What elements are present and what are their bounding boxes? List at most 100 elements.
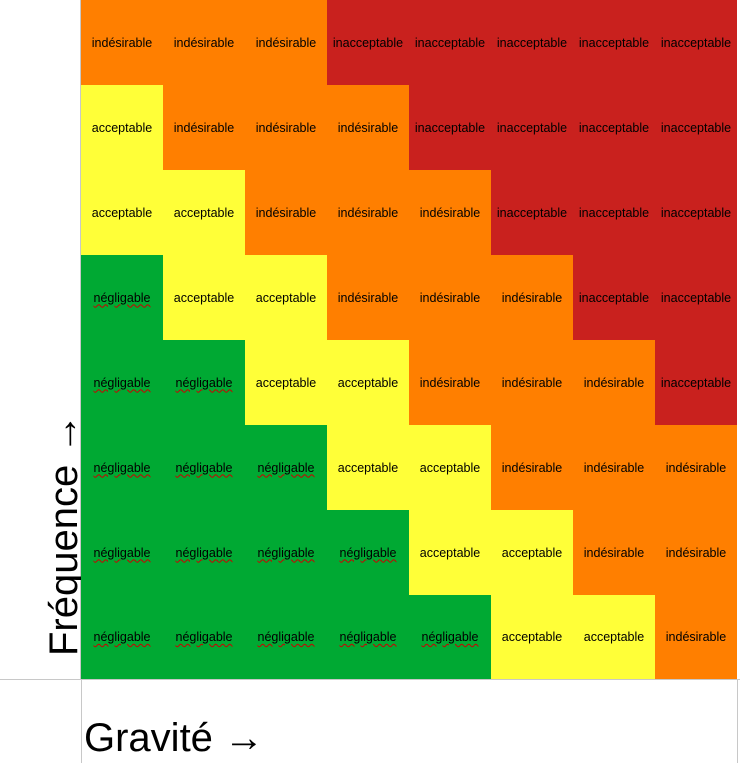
- matrix-cell[interactable]: indésirable: [409, 170, 491, 255]
- matrix-cell-label: indésirable: [255, 35, 317, 50]
- risk-matrix-grid: indésirable indésirable indésirable inaccep…: [81, 0, 737, 679]
- matrix-cell-label: négligable: [257, 545, 315, 560]
- matrix-cell-label: acceptable: [501, 545, 563, 560]
- matrix-cell[interactable]: négligable: [245, 510, 327, 595]
- matrix-cell[interactable]: indésirable: [573, 340, 655, 425]
- matrix-cell[interactable]: indésirable: [327, 170, 409, 255]
- matrix-cell[interactable]: indésirable: [327, 85, 409, 170]
- matrix-cell[interactable]: indésirable: [655, 425, 737, 510]
- matrix-cell-label: indésirable: [255, 205, 317, 220]
- matrix-cell[interactable]: inacceptable: [573, 0, 655, 85]
- y-axis-label-area[interactable]: Fréquence →: [0, 0, 86, 679]
- matrix-cell-label: indésirable: [501, 375, 563, 390]
- matrix-cell-label: inacceptable: [414, 120, 486, 135]
- matrix-cell-label: indésirable: [583, 545, 645, 560]
- matrix-cell-label: acceptable: [337, 460, 399, 475]
- matrix-cell[interactable]: négligable: [163, 425, 245, 510]
- matrix-cell[interactable]: indésirable: [655, 595, 737, 679]
- x-axis-label-area[interactable]: Gravité →: [81, 679, 740, 763]
- matrix-cell[interactable]: acceptable: [163, 255, 245, 340]
- matrix-cell[interactable]: négligable: [81, 425, 163, 510]
- matrix-cell-label: inacceptable: [414, 35, 486, 50]
- matrix-cell-label: inacceptable: [332, 35, 404, 50]
- matrix-cell[interactable]: inacceptable: [327, 0, 409, 85]
- matrix-cell[interactable]: inacceptable: [573, 85, 655, 170]
- corner-cell[interactable]: [0, 679, 81, 763]
- matrix-cell[interactable]: négligable: [81, 340, 163, 425]
- matrix-cell-label: indésirable: [665, 545, 727, 560]
- matrix-cell[interactable]: indésirable: [327, 255, 409, 340]
- matrix-cell-label: inacceptable: [496, 35, 568, 50]
- matrix-cell[interactable]: négligable: [163, 510, 245, 595]
- matrix-cell-label: négligable: [257, 460, 315, 475]
- matrix-cell[interactable]: indésirable: [573, 425, 655, 510]
- y-axis-label: Fréquence →: [42, 413, 86, 656]
- matrix-cell-label: indésirable: [255, 120, 317, 135]
- matrix-cell-label: acceptable: [501, 630, 563, 644]
- matrix-cell-label: négligable: [339, 630, 397, 644]
- matrix-cell-label: indésirable: [583, 375, 645, 390]
- matrix-cell-label: inacceptable: [660, 290, 732, 305]
- matrix-cell[interactable]: négligable: [163, 595, 245, 679]
- matrix-cell[interactable]: négligable: [245, 425, 327, 510]
- matrix-cell[interactable]: acceptable: [327, 340, 409, 425]
- matrix-cell[interactable]: inacceptable: [573, 170, 655, 255]
- matrix-cell-label: acceptable: [583, 630, 645, 644]
- matrix-cell[interactable]: négligable: [327, 595, 409, 679]
- matrix-cell[interactable]: indésirable: [573, 510, 655, 595]
- matrix-cell[interactable]: négligable: [327, 510, 409, 595]
- matrix-cell[interactable]: acceptable: [409, 510, 491, 595]
- matrix-cell[interactable]: indésirable: [409, 255, 491, 340]
- matrix-cell[interactable]: inacceptable: [573, 255, 655, 340]
- matrix-cell[interactable]: inacceptable: [655, 170, 737, 255]
- matrix-cell[interactable]: indésirable: [81, 0, 163, 85]
- matrix-cell[interactable]: inacceptable: [655, 85, 737, 170]
- matrix-cell-label: acceptable: [91, 120, 153, 135]
- matrix-cell-label: négligable: [175, 630, 233, 644]
- matrix-cell[interactable]: indésirable: [491, 255, 573, 340]
- matrix-cell[interactable]: négligable: [81, 595, 163, 679]
- matrix-cell[interactable]: négligable: [81, 510, 163, 595]
- matrix-cell[interactable]: inacceptable: [491, 0, 573, 85]
- matrix-cell[interactable]: inacceptable: [655, 0, 737, 85]
- matrix-cell[interactable]: indésirable: [163, 0, 245, 85]
- matrix-cell[interactable]: indésirable: [245, 170, 327, 255]
- matrix-cell[interactable]: négligable: [81, 255, 163, 340]
- matrix-cell[interactable]: indésirable: [163, 85, 245, 170]
- matrix-cell[interactable]: acceptable: [81, 170, 163, 255]
- matrix-cell[interactable]: acceptable: [245, 340, 327, 425]
- matrix-cell[interactable]: négligable: [245, 595, 327, 679]
- matrix-cell[interactable]: acceptable: [491, 510, 573, 595]
- matrix-cell[interactable]: inacceptable: [491, 170, 573, 255]
- matrix-cell[interactable]: négligable: [409, 595, 491, 679]
- matrix-cell[interactable]: acceptable: [409, 425, 491, 510]
- matrix-cell[interactable]: acceptable: [245, 255, 327, 340]
- matrix-cell[interactable]: inacceptable: [655, 255, 737, 340]
- matrix-cell[interactable]: acceptable: [327, 425, 409, 510]
- matrix-cell-label: indésirable: [337, 120, 399, 135]
- matrix-cell[interactable]: acceptable: [163, 170, 245, 255]
- matrix-cell-label: inacceptable: [660, 375, 732, 390]
- matrix-cell[interactable]: acceptable: [491, 595, 573, 679]
- matrix-cell-label: acceptable: [255, 375, 317, 390]
- matrix-cell[interactable]: acceptable: [573, 595, 655, 679]
- matrix-cell[interactable]: inacceptable: [409, 85, 491, 170]
- matrix-cell[interactable]: indésirable: [655, 510, 737, 595]
- matrix-cell[interactable]: indésirable: [245, 0, 327, 85]
- matrix-cell-label: indésirable: [665, 460, 727, 475]
- matrix-cell[interactable]: inacceptable: [409, 0, 491, 85]
- matrix-cell-label: négligable: [93, 375, 151, 390]
- matrix-cell[interactable]: indésirable: [245, 85, 327, 170]
- matrix-cell[interactable]: inacceptable: [491, 85, 573, 170]
- matrix-cell-label: indésirable: [419, 375, 481, 390]
- matrix-cell[interactable]: négligable: [163, 340, 245, 425]
- matrix-cell[interactable]: acceptable: [81, 85, 163, 170]
- grid-line: [737, 679, 738, 763]
- matrix-cell[interactable]: inacceptable: [655, 340, 737, 425]
- matrix-cell[interactable]: indésirable: [491, 425, 573, 510]
- matrix-cell[interactable]: indésirable: [491, 340, 573, 425]
- matrix-cell-label: inacceptable: [660, 205, 732, 220]
- matrix-cell[interactable]: indésirable: [409, 340, 491, 425]
- matrix-cell-label: acceptable: [173, 290, 235, 305]
